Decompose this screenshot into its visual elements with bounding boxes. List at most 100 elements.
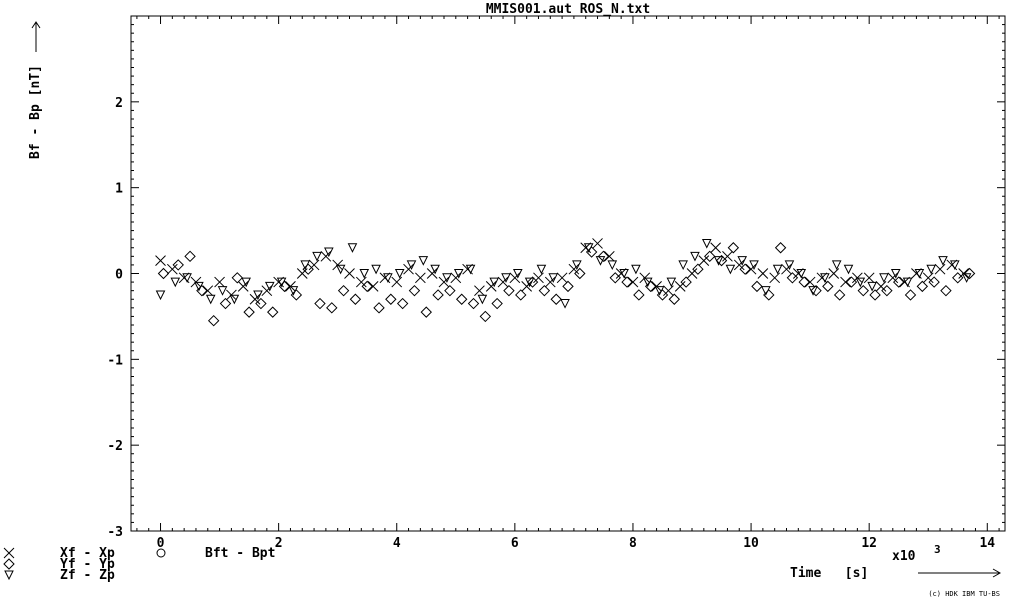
data-point xyxy=(619,269,629,279)
data-point xyxy=(371,264,381,275)
data-point xyxy=(666,277,677,288)
data-point xyxy=(359,269,370,279)
data-point xyxy=(302,263,314,275)
data-point xyxy=(781,263,792,275)
y-axis-arrow-icon xyxy=(31,21,41,52)
data-point xyxy=(249,293,261,305)
data-point xyxy=(324,247,334,258)
y-tick-label: 2 xyxy=(115,96,123,111)
data-point xyxy=(450,272,462,284)
data-point xyxy=(349,293,362,305)
data-point xyxy=(583,243,594,253)
x-axis-arrow-icon xyxy=(918,568,1002,578)
data-point xyxy=(326,302,338,314)
data-point xyxy=(710,242,721,254)
data-point xyxy=(560,299,570,309)
data-point xyxy=(172,259,184,271)
data-point xyxy=(757,268,769,279)
data-point xyxy=(214,276,225,288)
data-point xyxy=(182,273,192,283)
data-point xyxy=(264,281,275,292)
data-point xyxy=(373,302,385,314)
data-point xyxy=(804,276,816,288)
data-point xyxy=(863,272,875,284)
data-point xyxy=(194,281,204,292)
data-point xyxy=(572,260,582,271)
legend-label: Yf - Yp xyxy=(60,557,115,572)
data-point xyxy=(548,273,559,283)
data-point xyxy=(544,276,556,288)
data-point xyxy=(361,280,373,293)
x-tick-label: 0 xyxy=(157,536,165,551)
data-point xyxy=(822,280,834,293)
data-point xyxy=(438,276,450,288)
data-point xyxy=(855,277,866,288)
data-point xyxy=(808,286,818,296)
x-tick-label: 4 xyxy=(393,536,401,551)
data-point xyxy=(562,280,574,293)
data-point xyxy=(686,268,698,279)
data-point xyxy=(267,306,279,318)
data-point xyxy=(406,260,417,271)
data-point xyxy=(890,269,901,279)
data-points xyxy=(155,238,976,327)
data-point xyxy=(288,286,299,296)
data-point xyxy=(595,256,606,266)
data-point xyxy=(940,284,952,297)
data-point xyxy=(713,256,724,266)
data-point xyxy=(241,277,251,288)
data-point xyxy=(155,290,166,301)
data-point xyxy=(355,276,367,288)
data-point xyxy=(237,281,249,292)
data-point xyxy=(597,250,610,263)
data-point xyxy=(674,281,686,292)
data-point xyxy=(654,286,665,296)
data-point xyxy=(383,273,393,283)
data-point xyxy=(774,242,787,254)
data-point xyxy=(914,269,925,279)
data-point xyxy=(621,276,633,288)
data-point xyxy=(922,272,934,284)
data-point xyxy=(394,269,405,279)
data-point xyxy=(455,293,468,305)
data-point xyxy=(763,289,775,301)
data-point xyxy=(656,289,669,301)
data-point xyxy=(680,276,692,288)
data-point xyxy=(892,276,905,288)
data-point xyxy=(347,243,358,253)
legend-extra-label: Bft - Bpt xyxy=(205,546,275,561)
data-point xyxy=(592,238,603,249)
copyright-note: (c) HDK IBM TU-BS xyxy=(928,590,1000,598)
data-point xyxy=(627,276,639,288)
x-multiplier: x10 xyxy=(892,549,916,564)
data-point xyxy=(479,310,492,323)
data-point xyxy=(515,289,527,301)
data-point xyxy=(840,276,851,288)
data-point xyxy=(261,285,273,297)
data-point xyxy=(489,277,499,288)
data-point xyxy=(202,285,214,297)
data-point xyxy=(737,256,748,266)
data-point xyxy=(344,268,355,279)
data-point xyxy=(444,284,456,297)
data-point xyxy=(278,280,291,293)
data-point xyxy=(745,263,757,275)
data-point xyxy=(879,273,889,283)
data-point xyxy=(337,284,350,297)
data-point xyxy=(231,272,244,284)
data-point xyxy=(485,281,497,292)
data-point xyxy=(467,297,480,310)
data-point xyxy=(255,297,267,310)
data-point xyxy=(296,268,308,279)
data-point xyxy=(603,250,615,262)
data-point xyxy=(916,280,929,293)
data-point xyxy=(229,294,240,305)
data-point xyxy=(432,289,444,301)
legend-label: Xf - Xp xyxy=(60,546,115,561)
data-point xyxy=(367,281,379,292)
data-point xyxy=(769,272,781,284)
data-point xyxy=(157,267,170,280)
legend-symbol xyxy=(3,547,15,559)
